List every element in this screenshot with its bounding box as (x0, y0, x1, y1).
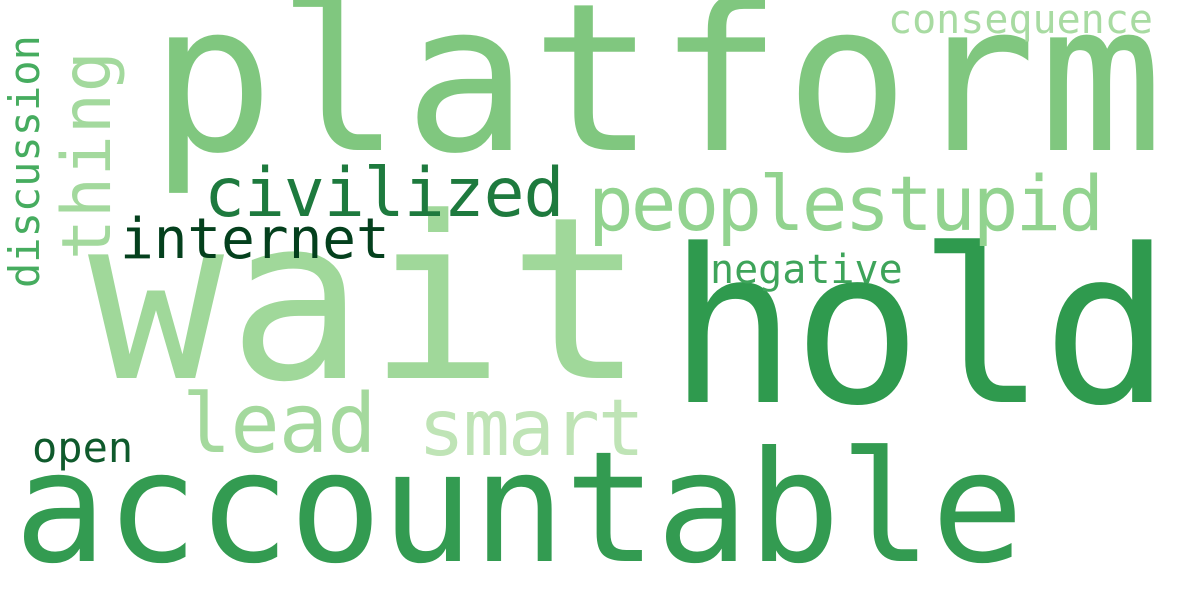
word-negative: negative (710, 247, 903, 293)
word-lead: lead (182, 377, 376, 472)
word-civilized: civilized (204, 154, 564, 233)
word-internet: internet (120, 207, 390, 272)
word-open: open (32, 423, 134, 472)
word-consequence: consequence (888, 0, 1153, 43)
word-platform: platform (150, 0, 1167, 199)
word-thing: thing (48, 50, 127, 260)
word-peoplestupid: peoplestupid (588, 159, 1104, 248)
word-hold: hold (668, 204, 1171, 453)
word-wait: wait (88, 169, 649, 432)
word-smart: smart (418, 384, 645, 474)
word-discussion: discussion (0, 35, 49, 288)
word-accountable: accountable (14, 419, 1024, 598)
